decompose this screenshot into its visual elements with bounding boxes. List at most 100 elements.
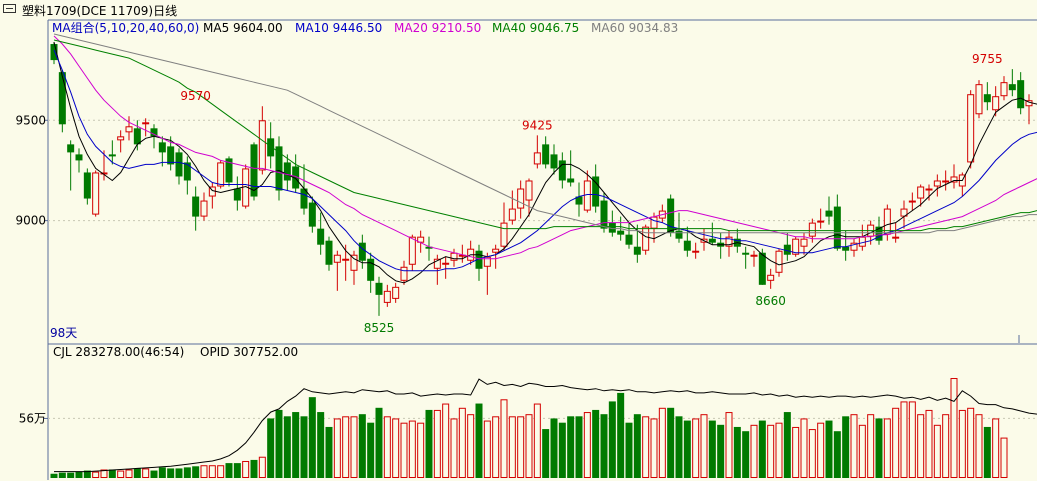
candle — [267, 122, 275, 169]
candle-body-down — [233, 188, 241, 201]
candle — [775, 248, 783, 277]
candle — [975, 80, 983, 119]
volume-bar-up — [450, 418, 458, 479]
candle — [675, 212, 683, 243]
candle — [183, 156, 191, 195]
candle — [117, 130, 125, 153]
candle-body-up — [642, 226, 650, 251]
candle-body-up — [692, 250, 700, 253]
candle-body-up — [508, 208, 516, 221]
candle — [708, 222, 716, 245]
price-axis: 9500 9000 — [15, 113, 48, 228]
ma-lines — [53, 33, 1037, 284]
candle — [292, 154, 300, 193]
volume-bar-up — [792, 426, 800, 479]
volume-bar-up — [642, 416, 650, 478]
volume-bar-up — [517, 416, 525, 478]
candle-body-down — [292, 166, 300, 189]
candle-body-down — [600, 200, 608, 229]
annotations: 9570 8525 9425 8660 9755 — [180, 52, 1002, 335]
candle — [817, 208, 825, 229]
candle-body-up — [950, 176, 958, 183]
candle — [908, 192, 916, 211]
volume-bar-down — [67, 472, 75, 478]
volume-bar-down — [708, 420, 716, 478]
candle — [133, 120, 141, 151]
ma10-line — [53, 49, 1037, 272]
chart-window-icon[interactable] — [3, 4, 16, 13]
candle — [300, 164, 308, 215]
candle-body-up — [217, 162, 225, 187]
volume-bar-up — [992, 418, 1000, 479]
candle — [550, 144, 558, 175]
ma20-label: MA20 9210.50 — [394, 21, 481, 35]
candle-body-up — [933, 180, 941, 187]
volume-bar-down — [625, 422, 633, 478]
volume-bar-down — [617, 392, 625, 478]
volume-bar-up — [750, 424, 758, 478]
extreme-label: 8525 — [364, 321, 395, 335]
candle-body-up — [725, 236, 733, 247]
candle-body-down — [633, 246, 641, 255]
volume-bar-up — [867, 414, 875, 479]
candle — [317, 212, 325, 255]
volume-bar-down — [758, 420, 766, 478]
candle-body-up — [483, 256, 491, 267]
volume-bar-down — [675, 416, 683, 478]
candle — [992, 86, 1000, 117]
volume-bar-up — [383, 416, 391, 478]
volume-bar-up — [817, 422, 825, 479]
candle — [125, 116, 133, 141]
candle — [725, 230, 733, 257]
volume-bar-down — [267, 418, 275, 478]
candle — [625, 222, 633, 249]
volume-bar-up — [858, 424, 866, 478]
volume-bar-down — [742, 431, 750, 478]
candle — [933, 174, 941, 197]
candle-body-down — [625, 234, 633, 245]
candle-body-up — [142, 122, 150, 125]
volume-bar-up — [100, 469, 108, 478]
candle-body-up — [125, 126, 133, 133]
candle-body-down — [300, 188, 308, 209]
candle — [175, 148, 183, 185]
volume-bar-up — [350, 416, 358, 478]
candle-body-down — [375, 282, 383, 295]
volume-bar-down — [842, 416, 850, 478]
volume-bar-down — [983, 426, 991, 478]
candle-body-down — [608, 222, 616, 233]
candle — [475, 244, 483, 281]
candle-body-down — [267, 138, 275, 157]
candle-body-down — [250, 144, 258, 197]
candles — [50, 42, 1033, 316]
volume-bar-down — [167, 468, 175, 478]
candle-body-down — [592, 176, 600, 207]
volume-bar-down — [783, 412, 791, 478]
title-bar: 塑料1709(DCE 11709)日线 — [0, 0, 1037, 19]
volume-bar-down — [683, 420, 691, 478]
volume-bar-down — [608, 401, 616, 478]
candle-body-down — [150, 128, 158, 137]
ma5-label: MA5 9604.00 — [203, 21, 283, 35]
candle-body-up — [383, 290, 391, 303]
candle — [217, 160, 225, 189]
extreme-label: 8660 — [755, 294, 786, 308]
candle-body-up — [333, 254, 341, 263]
volume-bar-down — [50, 473, 58, 478]
candle-body-up — [767, 274, 775, 281]
volume-bar-up — [908, 401, 916, 478]
volume-bar-down — [308, 397, 316, 478]
candle-body-up — [500, 222, 508, 247]
candle — [158, 136, 166, 167]
volume-bar-down — [183, 467, 191, 478]
opid-line — [54, 378, 1037, 473]
candle-body-down — [133, 128, 141, 145]
candle-body-down — [183, 162, 191, 181]
volume-tick-label: 56万 — [19, 411, 46, 425]
candle-body-down — [825, 210, 833, 217]
candle — [350, 250, 358, 285]
candle-body-up — [650, 216, 658, 229]
candle-body-down — [542, 144, 550, 165]
candle-body-down — [575, 196, 583, 205]
